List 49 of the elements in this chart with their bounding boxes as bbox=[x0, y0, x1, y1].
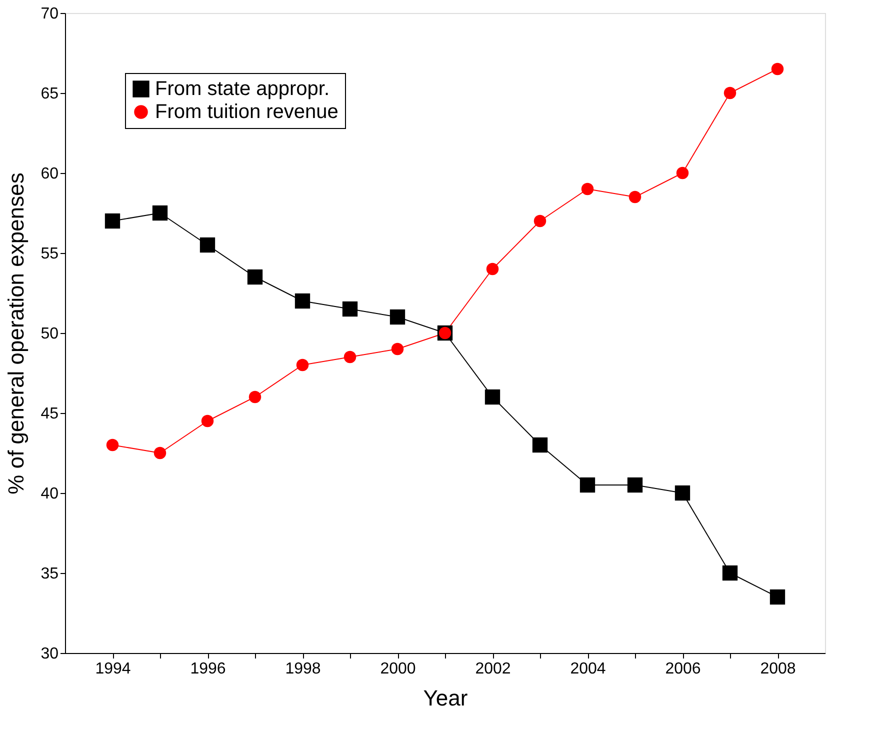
x-tick-label: 2008 bbox=[760, 660, 796, 678]
y-tick-label: 50 bbox=[40, 326, 59, 342]
y-tick-label: 40 bbox=[40, 486, 59, 502]
point bbox=[104, 213, 120, 229]
y-tick-label: 30 bbox=[40, 646, 59, 662]
y-axis-title: % of general operation expenses bbox=[4, 172, 29, 494]
point bbox=[724, 86, 736, 100]
point bbox=[201, 414, 214, 428]
x-tick-label: 2006 bbox=[665, 660, 701, 678]
point bbox=[294, 293, 310, 309]
point bbox=[296, 358, 309, 372]
legend-label: From tuition revenue bbox=[155, 101, 338, 123]
x-tick-label: 2004 bbox=[570, 660, 606, 678]
point bbox=[106, 438, 119, 452]
x-tick-label: 2000 bbox=[380, 660, 416, 678]
point bbox=[627, 477, 643, 493]
point bbox=[770, 589, 786, 605]
point bbox=[722, 565, 738, 581]
legend-label: From state appropr. bbox=[155, 78, 330, 100]
point bbox=[248, 390, 262, 404]
point bbox=[676, 166, 689, 180]
point bbox=[484, 389, 500, 405]
y-tick-label: 65 bbox=[40, 86, 59, 102]
y-tick-label: 35 bbox=[40, 566, 59, 582]
point bbox=[154, 446, 166, 460]
point bbox=[771, 62, 784, 76]
point bbox=[247, 269, 263, 285]
point bbox=[200, 237, 216, 253]
point bbox=[342, 301, 358, 317]
point bbox=[580, 477, 596, 493]
y-tick-label: 70 bbox=[40, 6, 59, 22]
x-tick-label: 2002 bbox=[475, 660, 511, 678]
point bbox=[534, 214, 546, 228]
y-tick-label: 60 bbox=[40, 166, 59, 182]
x-tick-label: 1994 bbox=[95, 660, 131, 678]
point bbox=[391, 342, 404, 356]
point bbox=[344, 350, 356, 364]
point bbox=[152, 205, 168, 221]
point bbox=[532, 437, 548, 453]
y-tick-label: 55 bbox=[40, 246, 59, 262]
y-tick-label: 45 bbox=[40, 406, 59, 422]
point bbox=[390, 309, 406, 325]
point bbox=[674, 485, 690, 501]
point bbox=[581, 182, 594, 196]
x-tick-label: 1998 bbox=[285, 660, 321, 678]
x-tick-label: 1996 bbox=[190, 660, 226, 678]
x-axis-title: Year bbox=[423, 686, 468, 710]
point bbox=[486, 262, 499, 276]
point bbox=[628, 190, 642, 204]
